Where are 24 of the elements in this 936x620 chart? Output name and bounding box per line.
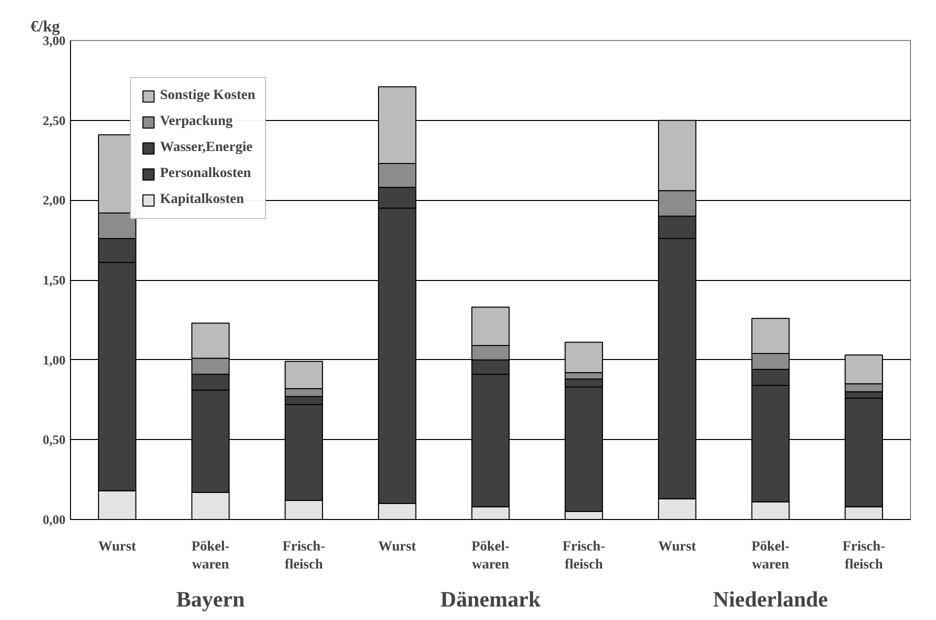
text: Niederlande xyxy=(713,586,828,612)
y-axis-title: €/kg xyxy=(30,18,60,36)
y-tick-label: 0,50 xyxy=(42,432,66,448)
legend-label: Wasser,Energie xyxy=(160,140,252,156)
y-tick-label: 2,50 xyxy=(42,112,66,128)
y-tick-label: 0,00 xyxy=(42,512,66,527)
x-tick-label: Wurst xyxy=(378,540,416,554)
y-tick-label: 1,00 xyxy=(42,352,66,368)
text: Bayern xyxy=(176,586,245,612)
x-tick-label: Frisch- fleisch xyxy=(842,540,886,572)
legend-label: Sonstige Kosten xyxy=(160,88,256,104)
x-tick-label: Wurst xyxy=(98,540,136,554)
text: Dänemark xyxy=(440,586,542,612)
x-tick-label: Frisch- fleisch xyxy=(562,540,606,572)
legend-label: Verpackung xyxy=(160,114,233,130)
x-tick-label: Pökel- waren xyxy=(191,540,230,572)
legend-label: Kapitalkosten xyxy=(160,192,244,208)
x-tick-label: Pökel- waren xyxy=(471,540,510,572)
x-tick-label: Frisch- fleisch xyxy=(282,540,326,572)
y-tick-label: 2,00 xyxy=(42,192,66,208)
x-tick-label: Pökel- waren xyxy=(751,540,790,572)
y-tick-label: 1,50 xyxy=(42,272,66,288)
legend-label: Personalkosten xyxy=(160,166,251,182)
x-tick-label: Wurst xyxy=(658,540,696,554)
